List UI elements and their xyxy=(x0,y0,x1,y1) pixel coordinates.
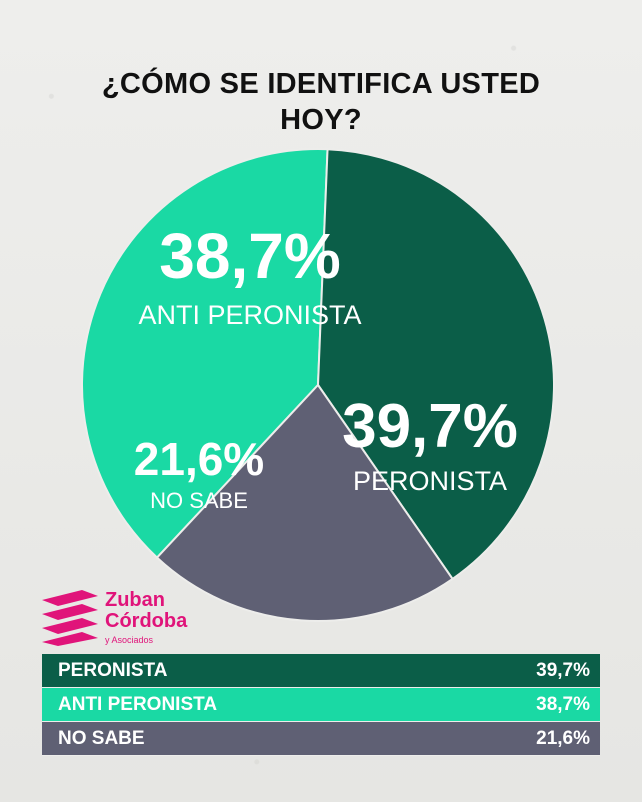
row-label: ANTI PERONISTA xyxy=(58,693,218,715)
logo-stripes-icon xyxy=(42,590,98,646)
results-table: PERONISTA 39,7% ANTI PERONISTA 38,7% NO … xyxy=(42,654,600,756)
logo-line-2: Córdoba xyxy=(105,610,188,632)
table-row-anti-peronista: ANTI PERONISTA 38,7% xyxy=(42,688,600,722)
row-value: 21,6% xyxy=(536,727,590,749)
slice-label-peronista: PERONISTA xyxy=(353,466,507,496)
slice-label-anti-peronista: ANTI PERONISTA xyxy=(138,300,361,330)
pie-slice-anti-peronista xyxy=(81,148,329,560)
chart-title: ¿CÓMO SE IDENTIFICA USTED HOY? xyxy=(101,68,541,136)
logo-text: Zuban Córdoba xyxy=(105,590,187,632)
table-row-no-sabe: NO SABE 21,6% xyxy=(42,722,600,756)
slice-percent-anti-peronista: 38,7% xyxy=(159,220,340,292)
table-row-peronista: PERONISTA 39,7% xyxy=(42,654,600,688)
row-label: PERONISTA xyxy=(58,659,168,681)
logo-line-3: y Asociados xyxy=(105,635,154,645)
pie-slice-peronista xyxy=(316,148,555,581)
slice-percent-no-sabe: 21,6% xyxy=(134,433,264,485)
slice-percent-peronista: 39,7% xyxy=(342,392,518,461)
logo-line-1: Zuban xyxy=(105,589,165,611)
zuban-cordoba-logo: Zuban Córdoba y Asociados xyxy=(42,588,212,650)
pie-slice-no-sabe xyxy=(155,383,454,622)
row-value: 39,7% xyxy=(536,659,590,681)
row-label: NO SABE xyxy=(58,727,145,749)
slice-label-no-sabe: NO SABE xyxy=(150,488,248,513)
row-value: 38,7% xyxy=(536,693,590,715)
